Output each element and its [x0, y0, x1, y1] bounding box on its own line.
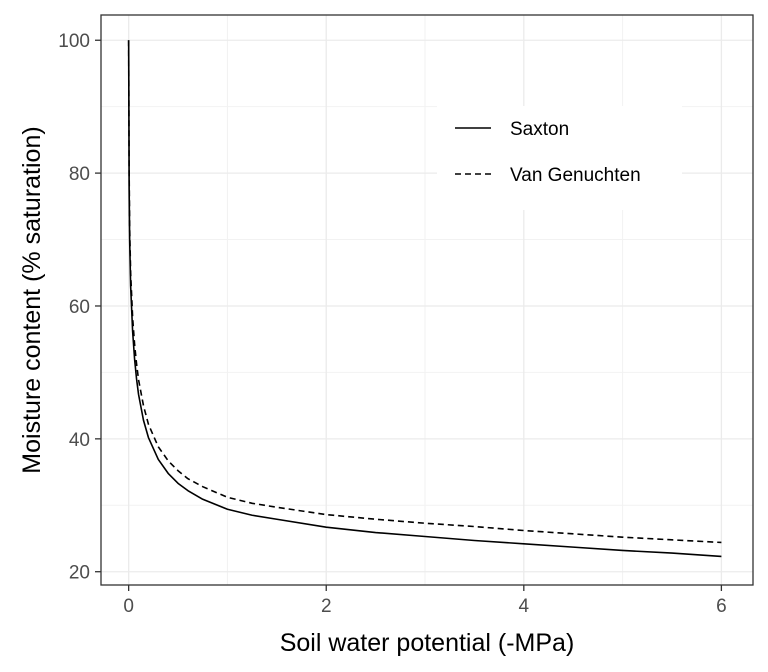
minor-gridlines [101, 15, 753, 585]
x-tick-label: 0 [123, 596, 134, 617]
series-lines [127, 40, 722, 558]
legend-background [437, 106, 682, 210]
legend-label-saxton: Saxton [510, 119, 569, 140]
y-axis-title: Moisture content (% saturation) [18, 126, 46, 473]
y-tick-label: 40 [69, 430, 90, 451]
y-tick-label: 20 [69, 563, 90, 584]
x-axis-title: Soil water potential (-MPa) [280, 629, 575, 657]
legend: Saxton Van Genuchten [437, 106, 682, 210]
x-tick-label: 6 [716, 596, 727, 617]
y-tick-label: 80 [69, 164, 90, 185]
series-line-van-genuchten [127, 40, 722, 544]
legend-label-van-genuchten: Van Genuchten [510, 165, 641, 186]
y-tick-label: 100 [58, 31, 90, 52]
y-tick-label: 60 [69, 297, 90, 318]
panel-border [100, 14, 754, 586]
x-tick-label: 4 [519, 596, 530, 617]
y-axis-ticks: 20 40 60 80 100 [58, 31, 101, 584]
major-gridlines [101, 15, 753, 585]
x-axis-ticks: 0 2 4 6 [123, 585, 727, 617]
series-line-saxton [127, 40, 722, 558]
x-tick-label: 2 [321, 596, 332, 617]
